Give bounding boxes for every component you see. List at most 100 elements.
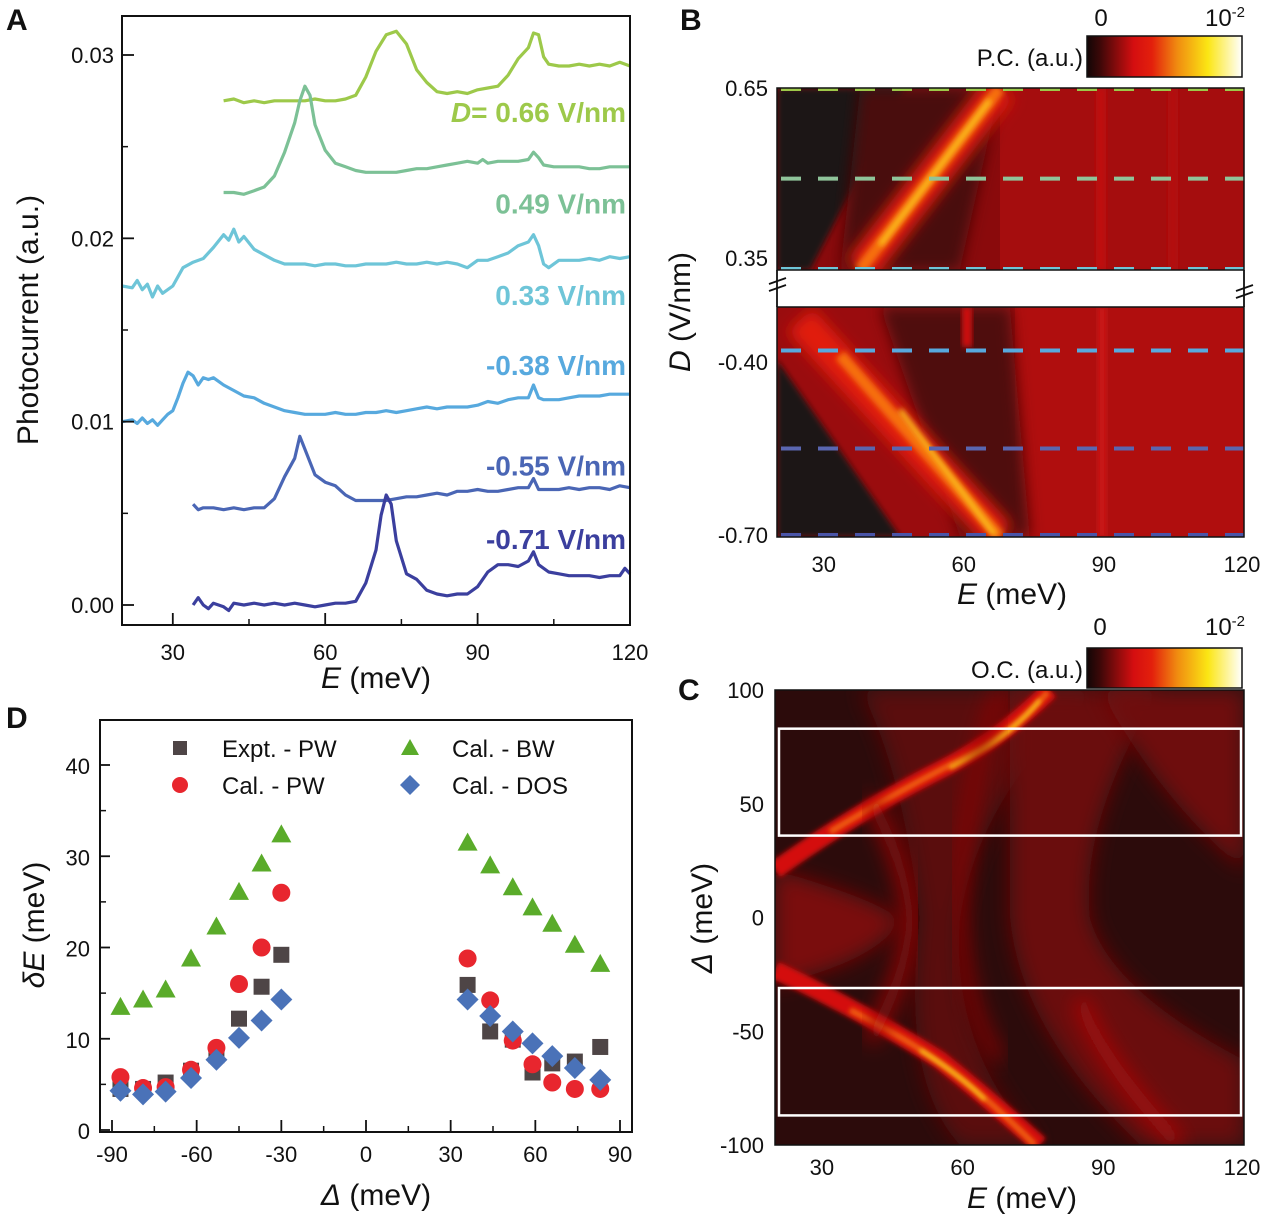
colorbar-c-max-exp: -2 xyxy=(1232,613,1245,630)
x-tick-label: 60 xyxy=(950,1155,974,1180)
x-tick-label: 30 xyxy=(438,1142,462,1167)
x-tick-label: 0 xyxy=(360,1142,372,1167)
panel-d-axes: -90 -60 -30 0 30 60 90 0 10 20 30 40 xyxy=(66,754,633,1167)
x-tick-label: 60 xyxy=(313,640,337,665)
data-point xyxy=(252,938,271,957)
panel-d-xlabel: Δ (meV) xyxy=(320,1179,431,1212)
y-tick-label: -100 xyxy=(720,1133,764,1158)
y-tick-label: 40 xyxy=(66,754,90,779)
y-tick-label: -0.40 xyxy=(718,350,768,375)
colorbar-b-gradient xyxy=(1086,35,1243,78)
panel-a-letter: A xyxy=(6,4,28,37)
data-point xyxy=(251,853,272,872)
data-point xyxy=(270,988,293,1011)
data-point xyxy=(132,1083,155,1106)
panel-b-ylabel-unit: (V/nm) xyxy=(664,252,697,350)
colorbar-c-max-base: 10 xyxy=(1205,614,1232,641)
panel-b-dashed-lines-bottom xyxy=(781,348,1244,537)
colorbar-b-max-exp: -2 xyxy=(1232,4,1245,21)
panel-d-xlabel-unit: (meV) xyxy=(341,1179,431,1212)
panel-b-dashed-lines-top xyxy=(781,88,1244,270)
colorbar-c-label: O.C. (a.u.) xyxy=(971,657,1083,684)
highlight-box xyxy=(777,727,1243,837)
panel-b-xlabel-var: E xyxy=(957,578,978,611)
colorbar-b-max: 10-2 xyxy=(1205,4,1245,32)
y-tick-label: 0.00 xyxy=(71,593,114,618)
data-point xyxy=(228,1026,250,1049)
data-point xyxy=(230,975,248,993)
panel-b: B 0 10-2 P.C. (a.u.) xyxy=(664,4,1260,611)
panel-b-frame-top xyxy=(776,87,1245,271)
y-tick-label: 100 xyxy=(727,678,764,703)
x-tick-label: 120 xyxy=(1224,1155,1261,1180)
panel-c-letter: C xyxy=(678,674,700,707)
x-tick-label: -90 xyxy=(96,1142,128,1167)
panel-c-highlight-boxes xyxy=(777,727,1243,1117)
data-point xyxy=(522,897,543,916)
panel-b-xlabel: E (meV) xyxy=(957,578,1067,611)
panel-c-ylabel-unit: (meV) xyxy=(686,863,719,953)
data-point xyxy=(110,996,131,1015)
trace-label: D= 0.66 V/nm xyxy=(451,97,626,128)
data-point xyxy=(564,934,585,953)
panel-b-ylabel: D (V/nm) xyxy=(664,252,697,372)
data-point xyxy=(154,1080,177,1103)
panel-b-heatmap-bottom xyxy=(777,307,1244,537)
data-point xyxy=(563,1056,586,1079)
data-point xyxy=(481,991,500,1010)
series-triangle xyxy=(110,824,611,1015)
y-tick-label: 0 xyxy=(752,906,764,931)
trace-line xyxy=(121,370,630,427)
panel-d-letter: D xyxy=(6,702,28,735)
data-point xyxy=(253,978,270,995)
data-point xyxy=(482,1023,499,1040)
panel-a-xlabel-unit: (meV) xyxy=(341,662,431,695)
data-point xyxy=(207,1038,226,1057)
x-tick-label: -30 xyxy=(265,1142,297,1167)
panel-d: D -90 -60 -30 0 30 60 90 0 10 20 30 40 Expt. - PW Ca… xyxy=(6,702,633,1212)
panel-a-frame xyxy=(121,15,631,626)
panel-b-axis-break-marks xyxy=(768,270,1254,307)
series-circle xyxy=(111,883,610,1098)
panel-a-xlabel-var: E xyxy=(321,662,342,695)
panel-b-colorbar: 0 10-2 P.C. (a.u.) xyxy=(977,4,1245,78)
legend-marker xyxy=(400,775,420,795)
legend-marker xyxy=(401,739,419,755)
y-tick-label: -0.70 xyxy=(718,523,768,548)
series-diamond xyxy=(109,988,612,1106)
panel-a-ylabel: Photocurrent (a.u.) xyxy=(12,195,45,445)
panel-c-xlabel: E (meV) xyxy=(967,1182,1077,1215)
data-point xyxy=(589,1068,612,1091)
panel-d-xlabel-var: Δ xyxy=(320,1179,341,1212)
panel-c-colorbar: 0 10-2 O.C. (a.u.) xyxy=(971,613,1245,689)
trace-label: -0.71 V/nm xyxy=(486,524,626,555)
panel-b-letter: B xyxy=(680,4,702,37)
panel-d-points xyxy=(109,824,612,1106)
data-point xyxy=(565,1079,584,1098)
data-point xyxy=(206,916,227,935)
trace-label: 0.33 V/nm xyxy=(495,280,626,311)
x-tick-label: 90 xyxy=(1092,552,1116,577)
data-point xyxy=(501,1020,524,1043)
legend-marker xyxy=(172,777,188,793)
trace-label: -0.55 V/nm xyxy=(486,451,626,482)
panel-d-ylabel-unit: (meV) xyxy=(18,862,51,952)
y-tick-label: 20 xyxy=(66,937,90,962)
x-tick-label: 90 xyxy=(608,1142,632,1167)
panel-b-xlabel-unit: (meV) xyxy=(977,578,1067,611)
data-point xyxy=(457,832,478,851)
data-point xyxy=(229,881,249,900)
panel-a: A D= 0.66 V/nm 0.49 V/nm 0.33 V/nm -0.38 V/… xyxy=(6,4,648,695)
colorbar-b-label: P.C. (a.u.) xyxy=(977,45,1083,72)
y-tick-label: 0.65 xyxy=(725,76,768,101)
data-point xyxy=(479,1004,502,1027)
x-tick-label: 30 xyxy=(810,1155,834,1180)
data-point xyxy=(592,1038,609,1055)
x-tick-label: 30 xyxy=(811,552,835,577)
panel-c-axes: 30 60 90 120 100 50 0 -50 -100 xyxy=(720,678,1260,1180)
data-point xyxy=(205,1048,228,1071)
trace-line xyxy=(121,227,631,299)
data-point xyxy=(231,1010,247,1027)
panel-a-xlabel: E (meV) xyxy=(321,662,431,695)
y-tick-label: 10 xyxy=(66,1028,90,1053)
